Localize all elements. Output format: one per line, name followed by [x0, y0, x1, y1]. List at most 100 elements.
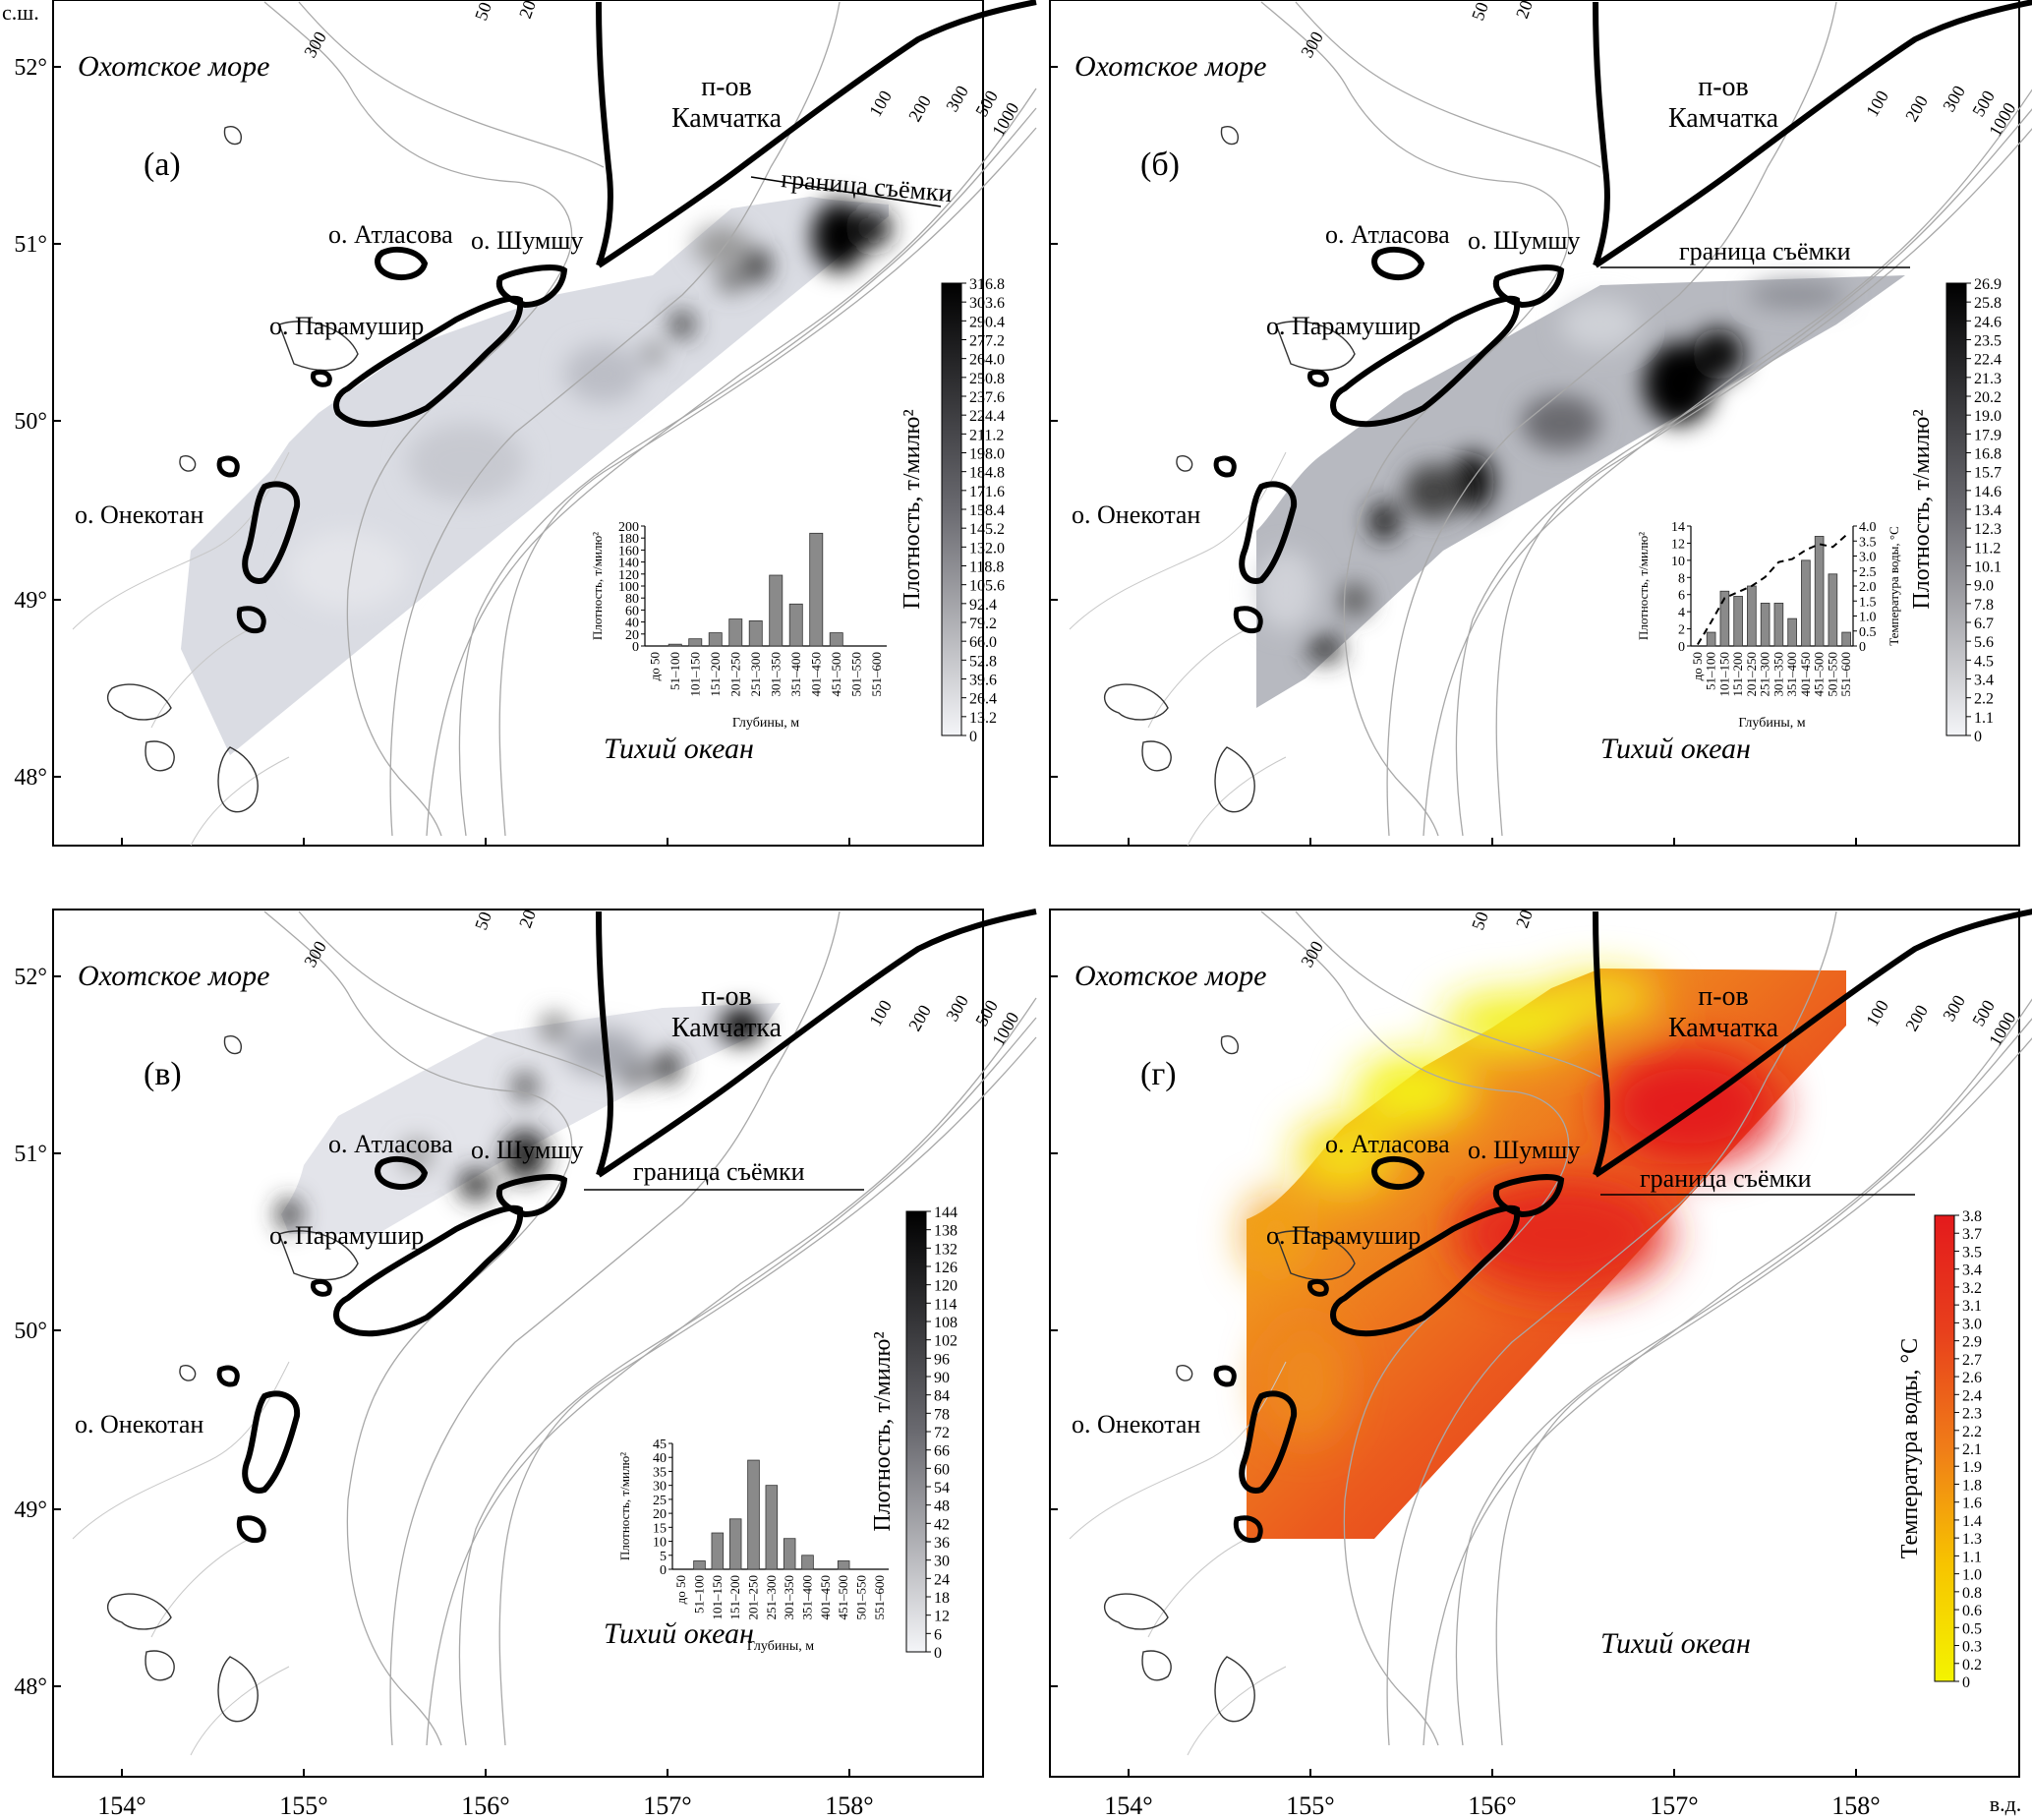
lon-tick-label: 158°	[825, 1791, 873, 1820]
panel-letter: (в)	[144, 1056, 182, 1092]
hist-y-tick-label: 160	[618, 544, 639, 558]
colorbar-tick-label: 3.7	[1962, 1226, 1982, 1243]
hist-x-tick-label: 351–400	[1784, 652, 1799, 697]
island-label-paramushir: о. Парамушир	[1266, 312, 1421, 340]
lon-tick-label: 154°	[97, 1791, 145, 1820]
hist-temp-tick-label: 1.0	[1859, 611, 1877, 625]
hist-x-tick-label: до 50	[1690, 652, 1705, 680]
island-label-shumshu: о. Шумшу	[1468, 1136, 1580, 1164]
hist-y-tick-label: 0	[660, 1563, 667, 1578]
hist-x-tick-label: 501–550	[848, 652, 863, 697]
colorbar-tick-label: 171.6	[969, 484, 1005, 500]
colorbar-tick-label: 17.9	[1974, 427, 2002, 443]
peninsula-label: Камчатка	[671, 1013, 783, 1043]
colorbar-tick-label: 12.3	[1974, 521, 2002, 538]
colorbar-tick-label: 24	[934, 1571, 950, 1588]
colorbar-tick-label: 26.4	[969, 691, 997, 708]
hist-bar	[1719, 590, 1730, 647]
colorbar-tick-label: 1.4	[1962, 1513, 1982, 1530]
ocean-label: Тихий океан	[1600, 1627, 1751, 1660]
lat-tick-label: 50°	[14, 1319, 47, 1344]
colorbar-tick-label: 0.5	[1962, 1620, 1982, 1637]
colorbar-tick-label: 0.8	[1962, 1585, 1982, 1602]
hist-x-tick-label: 401–450	[808, 652, 823, 697]
hist-temp-tick-label: 2.0	[1859, 580, 1877, 595]
colorbar-tick-label: 0	[934, 1645, 942, 1662]
lon-tick-label: 155°	[1286, 1791, 1334, 1820]
hist-x-tick-label: 301–350	[768, 652, 783, 697]
colorbar-tick-label: 2.4	[1962, 1387, 1982, 1404]
hist-x-label: Глубины, м	[1738, 716, 1805, 731]
peninsula-label: п-ов	[701, 72, 752, 102]
hist-x-tick-label: 401–450	[818, 1575, 833, 1620]
colorbar-tick-label: 18	[934, 1590, 950, 1607]
island-label-shumshu: о. Шумшу	[1468, 226, 1580, 255]
colorbar-tick-label: 36	[934, 1535, 950, 1552]
panel-b	[1049, 0, 2032, 846]
hist-bar	[801, 1555, 814, 1570]
hist-temp-tick-label: 4.0	[1859, 520, 1877, 535]
hist-bar	[1787, 617, 1797, 647]
hist-bar	[688, 638, 703, 647]
island-label-atlasova: о. Атласова	[328, 1130, 453, 1158]
hist-bar	[1828, 573, 1838, 647]
hist-bar	[1747, 585, 1757, 647]
isobath-label: 50	[471, 0, 495, 23]
hist-bar	[829, 632, 843, 647]
colorbar-tick-label: 3.0	[1962, 1316, 1982, 1332]
colorbar-tick-label: 12	[934, 1609, 950, 1625]
hist-x-tick-label: до 50	[647, 652, 662, 680]
hist-temp-tick-label: 0	[1859, 640, 1866, 655]
lat-tick-label: 49°	[14, 1497, 47, 1523]
lat-unit-label: с.ш.	[2, 0, 39, 25]
colorbar-tick-label: 42	[934, 1516, 950, 1533]
hist-y-tick-label: 140	[618, 557, 639, 571]
hist-x-tick-label: 201–250	[727, 652, 742, 697]
colorbar-tick-label: 21.3	[1974, 371, 2002, 387]
colorbar-label: Плотность, т/милю²	[900, 409, 925, 609]
peninsula-label: п-ов	[1698, 72, 1749, 102]
colorbar-tick-label: 19.0	[1974, 408, 2002, 425]
colorbar-tick-label: 3.5	[1962, 1244, 1982, 1261]
sea-label: Охотское море	[78, 960, 269, 992]
colorbar-tick-label: 1.1	[1962, 1549, 1982, 1565]
colorbar-tick-label: 144	[934, 1204, 958, 1221]
hist-bar	[728, 618, 743, 647]
hist-x-tick-label: 451–500	[836, 1575, 850, 1620]
hist-temperature-line	[1697, 534, 1847, 645]
colorbar-tick-label: 30	[934, 1554, 950, 1570]
colorbar-tick-label: 0.6	[1962, 1603, 1982, 1619]
hist-bar	[1733, 596, 1743, 647]
lat-tick-label: 52°	[14, 965, 47, 990]
colorbar-tick-label: 120	[934, 1278, 958, 1295]
colorbar-tick-label: 2.7	[1962, 1352, 1982, 1369]
hist-temp-tick-label: 1.5	[1859, 595, 1877, 610]
colorbar-tick-label: 1.3	[1962, 1531, 1982, 1548]
colorbar-tick-label: 224.4	[969, 408, 1005, 425]
ocean-label: Тихий океан	[1600, 733, 1751, 765]
colorbar-tick-label: 25.8	[1974, 295, 2002, 312]
panel-letter: (а)	[144, 147, 181, 183]
colorbar-tick-label: 3.4	[1974, 673, 1994, 689]
island-label-onekotan: о. Онекотан	[1072, 1410, 1200, 1438]
colorbar-tick-label: 79.2	[969, 616, 997, 632]
colorbar-tick-label: 126	[934, 1260, 958, 1276]
hist-y-label: Плотность, т/милю²	[590, 532, 605, 640]
hist-y-tick-label: 15	[653, 1521, 667, 1536]
hist-bar	[747, 1459, 760, 1570]
colorbar	[1934, 1214, 1955, 1682]
ocean-label: Тихий океан	[604, 1617, 754, 1650]
colorbar-tick-label: 92.4	[969, 597, 997, 614]
colorbar-tick-label: 16.8	[1974, 446, 2002, 463]
hist-x-tick-label: 251–300	[764, 1575, 779, 1620]
colorbar-tick-label: 264.0	[969, 352, 1005, 369]
colorbar-tick-label: 0.3	[1962, 1639, 1982, 1656]
colorbar-tick-label: 48	[934, 1498, 950, 1515]
peninsula-label: п-ов	[1698, 981, 1749, 1012]
sea-label: Охотское море	[1074, 960, 1266, 992]
panel-g	[1049, 909, 2032, 1778]
colorbar-tick-label: 211.2	[969, 427, 1004, 443]
colorbar-tick-label: 237.6	[969, 389, 1005, 406]
hist-x-tick-label: 401–450	[1798, 652, 1813, 697]
